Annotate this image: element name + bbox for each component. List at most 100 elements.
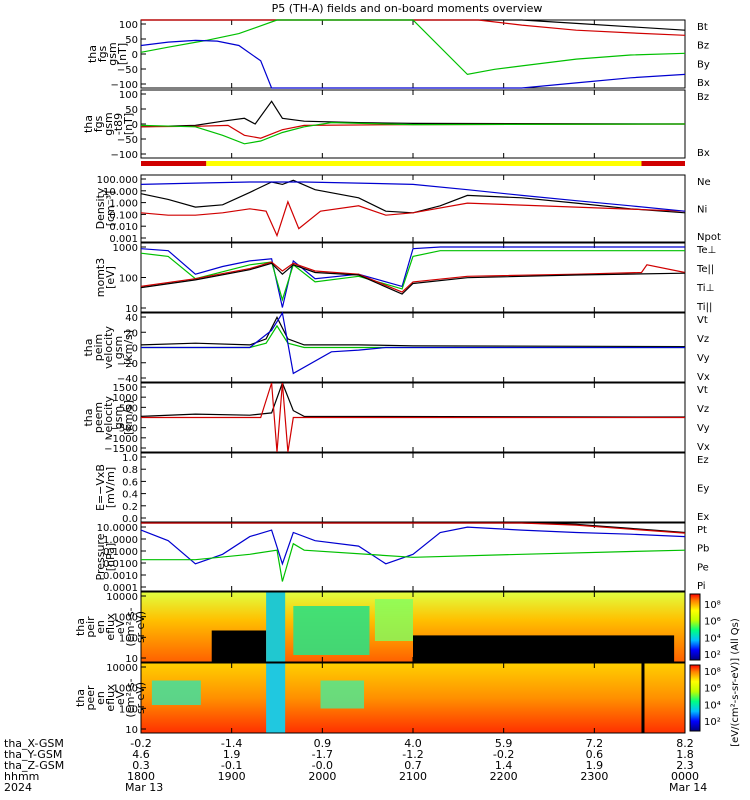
legend-te-: Te|| bbox=[696, 264, 714, 275]
y-axis-label: -t89 bbox=[112, 113, 125, 135]
y-axis-label: (cm²-s- bbox=[124, 678, 137, 717]
y-tick-label: 20 bbox=[125, 328, 138, 339]
y-axis-label: gsm bbox=[102, 112, 115, 135]
y-axis-label: eflux bbox=[104, 684, 117, 712]
page-title: P5 (TH-A) fields and on-board moments ov… bbox=[272, 2, 543, 15]
y-tick-label: 100.000 bbox=[97, 175, 138, 186]
y-tick-label: 100 bbox=[119, 90, 138, 101]
mode-status-bar bbox=[206, 161, 642, 166]
peir-lowcount-b bbox=[413, 635, 675, 662]
y-axis-label: E=−VxB bbox=[94, 464, 107, 511]
y-tick-label: 0.2 bbox=[122, 502, 138, 513]
y-axis-label: peim bbox=[92, 334, 105, 362]
footer-value: 1800 bbox=[127, 770, 155, 783]
footer-ephemeris: tha_X-GSMtha_Y-GSMtha_Z-GSMhhmm2024-0.24… bbox=[4, 737, 707, 794]
mode-status-bar bbox=[141, 161, 207, 166]
y-axis-label: fgs bbox=[96, 45, 109, 62]
y-tick-label: 10.000 bbox=[103, 187, 138, 198]
footer-value: 2000 bbox=[308, 770, 336, 783]
footer-value: 1900 bbox=[218, 770, 246, 783]
colorbar-tick-label: 10⁴ bbox=[704, 633, 721, 644]
peir-cyan-stripe bbox=[266, 592, 286, 662]
series-vz bbox=[141, 382, 685, 453]
y-tick-label: 0.100 bbox=[109, 210, 138, 221]
y-tick-label: 0.6 bbox=[122, 477, 138, 488]
mode-status-bar bbox=[641, 161, 685, 166]
legend-vz: Vz bbox=[697, 404, 709, 415]
legend-npot: Npot bbox=[697, 232, 721, 243]
footer-value: 1.9 bbox=[586, 759, 604, 772]
series-vt bbox=[140, 315, 686, 348]
series-pb bbox=[141, 522, 686, 534]
footer-row-label: tha_X-GSM bbox=[4, 737, 64, 750]
y-axis-label: eV bbox=[114, 619, 127, 634]
y-axis-label: sr-eV) bbox=[134, 611, 147, 643]
y-axis-label: sr-eV) bbox=[134, 682, 147, 714]
footer-value: -0.2 bbox=[493, 748, 514, 761]
series-ni bbox=[140, 179, 686, 214]
y-axis-label: (cm²-s- bbox=[124, 607, 137, 646]
mom-temp-axes bbox=[140, 242, 686, 313]
density-panel: 100.00010.0001.0000.1000.0100.001Density… bbox=[94, 174, 721, 245]
footer-row-label: tha_Y-GSM bbox=[4, 748, 62, 761]
legend-ni: Ni bbox=[697, 205, 707, 216]
y-tick-label: −100 bbox=[111, 150, 138, 161]
series-ne bbox=[140, 200, 686, 238]
legend-ez: Ez bbox=[697, 455, 709, 466]
y-axis-label: en bbox=[94, 691, 107, 705]
y-tick-label: 1.0000 bbox=[103, 535, 138, 546]
legend-bx: Bx bbox=[697, 78, 710, 89]
peer-spectrogram-colorbar bbox=[689, 664, 701, 732]
series-vt bbox=[140, 381, 686, 418]
peir-green-edge bbox=[374, 599, 413, 641]
y-tick-label: 0.1000 bbox=[103, 547, 138, 558]
y-tick-label: 0.001 bbox=[109, 234, 138, 245]
legend-by: By bbox=[697, 59, 710, 70]
footer-value: 1.4 bbox=[495, 759, 513, 772]
y-tick-label: 0.0001 bbox=[103, 583, 138, 594]
series-by bbox=[140, 121, 686, 145]
legend-ne: Ne bbox=[697, 177, 711, 188]
legend-ti-: Ti⊥ bbox=[696, 283, 714, 294]
peer-green-patch-b bbox=[320, 680, 365, 709]
y-tick-label: 1.000 bbox=[109, 199, 138, 210]
y-axis-label: en bbox=[94, 620, 107, 634]
legend-bx: Bx bbox=[697, 148, 710, 159]
y-tick-label: −20 bbox=[117, 359, 138, 370]
y-axis-label: [km/s] bbox=[122, 400, 135, 435]
footer-value: 1.8 bbox=[676, 748, 694, 761]
peer-green-patch-a bbox=[151, 680, 201, 705]
series-vx bbox=[141, 311, 685, 375]
series-pe bbox=[141, 542, 686, 582]
footer-value: 1.9 bbox=[223, 748, 241, 761]
footer-value: 4.0 bbox=[404, 737, 422, 750]
y-tick-label: 0 bbox=[132, 120, 138, 131]
y-tick-label: 0.4 bbox=[122, 490, 138, 501]
y-axis-label: peer bbox=[84, 685, 97, 711]
series-by bbox=[140, 19, 686, 76]
legend-te-: Te⊥ bbox=[696, 245, 716, 256]
series-pi bbox=[140, 526, 686, 566]
legend-pi: Pi bbox=[697, 581, 706, 592]
series-bz bbox=[141, 19, 686, 36]
colorbar-tick-label: 10² bbox=[704, 717, 721, 728]
colorbar-tick-label: 10⁸ bbox=[704, 600, 721, 611]
legend-vz: Vz bbox=[697, 334, 709, 345]
y-axis-label: tha bbox=[82, 115, 95, 133]
y-tick-label: −40 bbox=[117, 374, 138, 385]
y-tick-label: 10 bbox=[125, 725, 138, 736]
series-bx bbox=[140, 39, 686, 89]
y-axis-label: eV bbox=[114, 690, 127, 705]
footer-value: 2300 bbox=[580, 770, 608, 783]
peer-spectrogram-field bbox=[141, 663, 685, 733]
y-tick-label: 1000 bbox=[113, 613, 138, 624]
y-tick-label: 1.0 bbox=[122, 453, 138, 464]
series-bx bbox=[140, 100, 686, 128]
footer-value: 0.3 bbox=[132, 759, 150, 772]
y-axis-label: gsm bbox=[106, 42, 119, 65]
legend-pt: Pt bbox=[697, 525, 707, 536]
peir-lowcount-a bbox=[211, 630, 267, 662]
legend-vy: Vy bbox=[697, 353, 710, 364]
